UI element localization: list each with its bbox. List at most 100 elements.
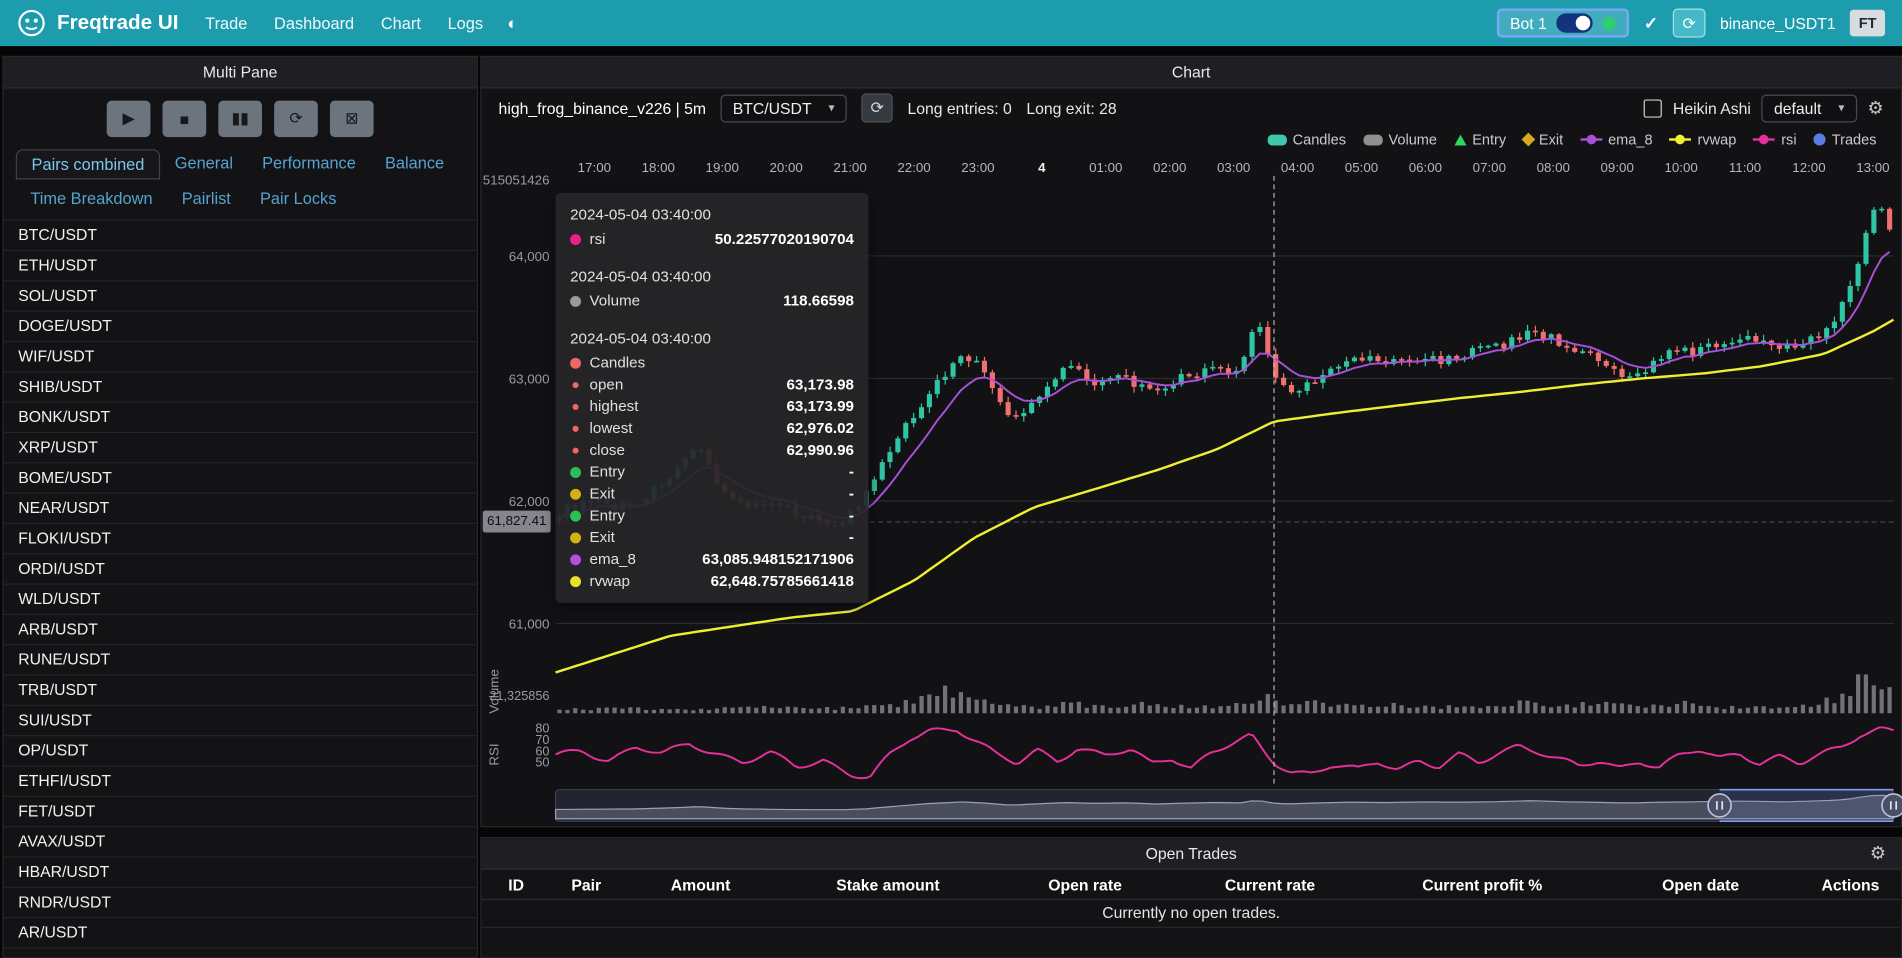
legend-trades[interactable]: Trades — [1814, 131, 1877, 148]
tooltip-label: rvwap — [590, 573, 630, 590]
tab-pairlist[interactable]: Pairlist — [167, 184, 245, 212]
stop-button[interactable]: ■ — [163, 101, 207, 137]
time-tick-label: 02:00 — [1153, 160, 1186, 175]
multi-pane-controls: ▶ ■ ▮▮ ⟳ ⊠ — [4, 89, 477, 150]
pair-item[interactable]: FET/USDT — [4, 797, 477, 827]
pair-item[interactable]: BTC/USDT — [4, 221, 477, 251]
legend-entry[interactable]: Entry — [1454, 131, 1506, 148]
tab-balance[interactable]: Balance — [370, 149, 458, 179]
bot-selector[interactable]: Bot 1 — [1497, 8, 1630, 37]
pair-item[interactable]: RUNE/USDT — [4, 645, 477, 675]
multi-pane-header: Multi Pane — [4, 57, 477, 89]
pair-item[interactable]: AR/USDT — [4, 918, 477, 948]
pair-item[interactable]: WIF/USDT — [4, 342, 477, 372]
time-tick-label: 07:00 — [1473, 160, 1506, 175]
pair-item[interactable]: ORDI/USDT — [4, 554, 477, 584]
time-tick-label: 13:00 — [1856, 160, 1889, 175]
pair-item[interactable]: XRP/USDT — [4, 433, 477, 463]
tooltip-label: Entry — [590, 507, 625, 524]
tab-performance[interactable]: Performance — [248, 149, 371, 179]
pair-item[interactable]: ARB/USDT — [4, 615, 477, 645]
column-open-rate: Open rate — [991, 875, 1179, 893]
pair-item[interactable]: ETHFI/USDT — [4, 767, 477, 797]
time-tick-label: 06:00 — [1409, 160, 1442, 175]
pair-item[interactable]: FLOKI/USDT — [4, 524, 477, 554]
rsi-tick-label: 50 — [535, 755, 549, 770]
legend-label: ema_8 — [1608, 131, 1653, 148]
nav-item-dashboard[interactable]: Dashboard — [274, 14, 354, 32]
remove-chart-button[interactable]: ⊠ — [330, 101, 374, 137]
chart-canvas[interactable]: 64,00063,00062,00061,00051505142617:0018… — [482, 152, 1901, 826]
datazoom-handle[interactable] — [1708, 794, 1731, 817]
bot-label: Bot 1 — [1510, 14, 1547, 32]
brand[interactable]: Freqtrade UI — [17, 8, 179, 37]
datazoom-handle[interactable] — [1882, 794, 1902, 817]
price-tick-label: 62,000 — [509, 494, 550, 509]
heikin-ashi-checkbox[interactable] — [1644, 99, 1662, 117]
datazoom-slider[interactable] — [556, 790, 1902, 822]
chart-legend: Candles Volume Entry Exit ema_8 rvwap rsi Trade… — [482, 127, 1901, 151]
pause-button[interactable]: ▮▮ — [218, 101, 262, 137]
nav-item-trade[interactable]: Trade — [205, 14, 247, 32]
legend-candles[interactable]: Candles — [1267, 131, 1346, 148]
pair-item[interactable]: ETH/USDT — [4, 251, 477, 281]
pair-item[interactable]: SHIB/USDT — [4, 372, 477, 402]
price-tick-label: 63,000 — [509, 371, 550, 386]
legend-volume[interactable]: Volume — [1363, 131, 1437, 148]
column-stake-amount: Stake amount — [785, 875, 991, 893]
rsi-legend-marker-icon — [1753, 138, 1775, 140]
time-tick-label: 4 — [1038, 160, 1046, 175]
column-actions: Actions — [1798, 875, 1902, 893]
pair-item[interactable]: SUI/USDT — [4, 706, 477, 736]
reload-button[interactable]: ⟳ — [274, 101, 318, 137]
pair-item[interactable]: TRB/USDT — [4, 676, 477, 706]
chart-toolbar-right: Heikin Ashi default ▾ ⚙ — [1644, 94, 1884, 122]
pair-item[interactable]: BONK/USDT — [4, 403, 477, 433]
global-refresh-button[interactable]: ⟳ — [1673, 8, 1706, 37]
chart-settings-gear-icon[interactable]: ⚙ — [1867, 97, 1883, 119]
theme-toggle-icon[interactable]: ◐ — [507, 13, 517, 32]
pair-item[interactable]: BOME/USDT — [4, 463, 477, 493]
tooltip-label: highest — [590, 398, 639, 415]
legend-ema_8[interactable]: ema_8 — [1580, 131, 1652, 148]
tooltip-label: ema_8 — [590, 551, 636, 568]
nav-item-logs[interactable]: Logs — [448, 14, 484, 32]
heikin-ashi-label: Heikin Ashi — [1673, 99, 1751, 117]
tab-pair-locks[interactable]: Pair Locks — [245, 184, 351, 212]
pair-item[interactable]: HBAR/USDT — [4, 858, 477, 888]
pair-item[interactable]: SOL/USDT — [4, 281, 477, 311]
tab-time-breakdown[interactable]: Time Breakdown — [16, 184, 167, 212]
legend-exit[interactable]: Exit — [1523, 131, 1563, 148]
trades-settings-gear-icon[interactable]: ⚙ — [1870, 838, 1886, 868]
bot-toggle[interactable] — [1557, 13, 1593, 32]
time-tick-label: 11:00 — [1729, 160, 1761, 175]
pair-item[interactable]: WLD/USDT — [4, 585, 477, 615]
nav-item-chart[interactable]: Chart — [381, 14, 421, 32]
time-tick-label: 19:00 — [706, 160, 739, 175]
tab-pairs-combined[interactable]: Pairs combined — [16, 149, 160, 179]
volume-series — [557, 674, 1891, 713]
play-button[interactable]: ▶ — [107, 101, 151, 137]
pair-item[interactable]: AVAX/USDT — [4, 827, 477, 857]
nav-menu: Trade Dashboard Chart Logs — [205, 14, 483, 32]
tooltip-label: Entry — [590, 463, 625, 480]
pair-item[interactable]: RNDR/USDT — [4, 888, 477, 918]
toggle-knob — [1576, 16, 1591, 31]
pair-select[interactable]: BTC/USDT ▾ — [721, 94, 847, 122]
pair-item[interactable]: OP/USDT — [4, 736, 477, 766]
column-id: ID — [482, 875, 555, 893]
chart-refresh-button[interactable]: ⟳ — [861, 93, 893, 122]
tooltip-row: Exit- — [570, 483, 854, 505]
legend-rsi[interactable]: rsi — [1753, 131, 1796, 148]
legend-rvwap[interactable]: rvwap — [1670, 131, 1737, 148]
open-trades-header: Open Trades ⚙ — [482, 838, 1901, 870]
tooltip-row: Volume118.66598 — [570, 290, 854, 312]
plot-config-select[interactable]: default ▾ — [1762, 94, 1857, 122]
pair-item[interactable]: DOGE/USDT — [4, 312, 477, 342]
tab-general[interactable]: General — [160, 149, 247, 179]
pair-item[interactable]: NEAR/USDT — [4, 494, 477, 524]
datazoom-selection[interactable] — [1720, 790, 1894, 822]
time-tick-label: 05:00 — [1345, 160, 1378, 175]
price-tick-label: 61,000 — [509, 616, 550, 631]
user-avatar[interactable]: FT — [1850, 10, 1885, 37]
